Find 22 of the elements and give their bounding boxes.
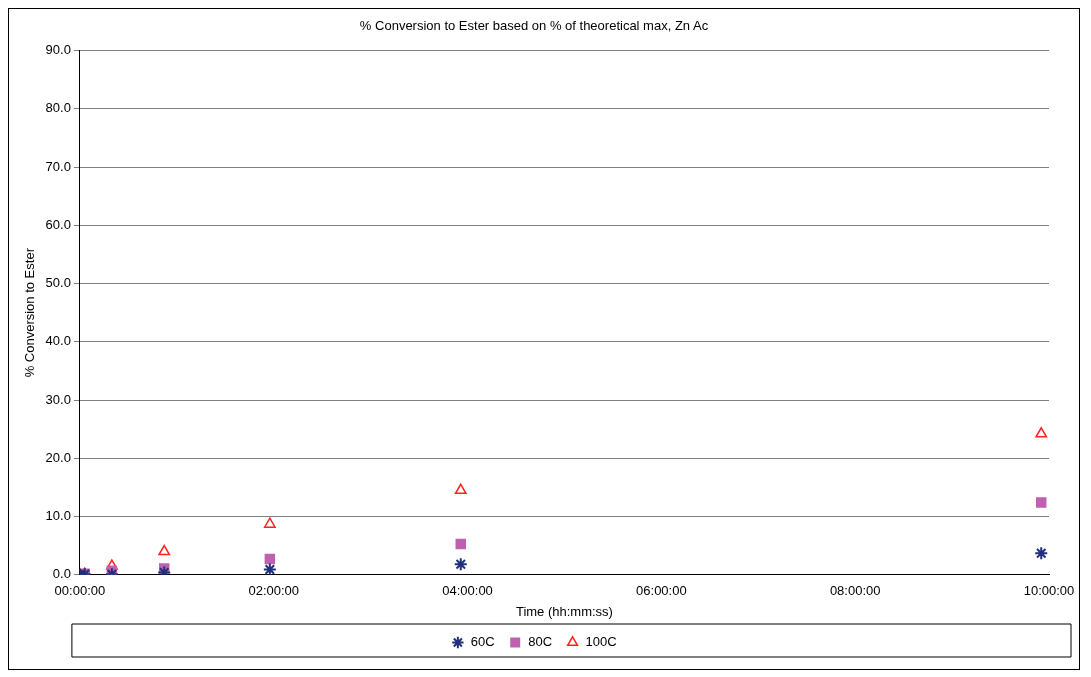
- x-tick-label: 08:00:00: [829, 583, 881, 599]
- y-tick-label: 40.0: [45, 333, 71, 349]
- x-tick-label: 02:00:00: [248, 583, 300, 599]
- x-tick-label: 04:00:00: [442, 583, 493, 599]
- y-tick-label: 70.0: [45, 158, 71, 174]
- legend-label: 100C: [585, 634, 617, 650]
- y-tick-label: 80.0: [45, 100, 71, 116]
- chart-title: % Conversion to Ester based on % of theoretical max, Zn Ac: [359, 18, 709, 34]
- y-tick-label: 0.0: [52, 566, 71, 582]
- y-axis-title: % Conversion to Ester: [22, 247, 38, 378]
- x-tick-label: 10:00:00: [1023, 583, 1075, 599]
- x-axis-title: Time (hh:mm:ss): [515, 603, 613, 619]
- legend-label: 80C: [528, 634, 553, 650]
- y-tick-label: 60.0: [45, 216, 71, 232]
- x-tick-label: 06:00:00: [636, 583, 687, 599]
- y-tick-label: 10.0: [45, 508, 71, 524]
- y-tick-label: 90.0: [45, 42, 71, 58]
- legend-label: 60C: [470, 634, 495, 650]
- y-tick-label: 30.0: [45, 391, 71, 407]
- y-tick-label: 20.0: [45, 449, 71, 465]
- x-tick-label: 00:00:00: [54, 583, 106, 599]
- y-tick-label: 50.0: [45, 275, 71, 291]
